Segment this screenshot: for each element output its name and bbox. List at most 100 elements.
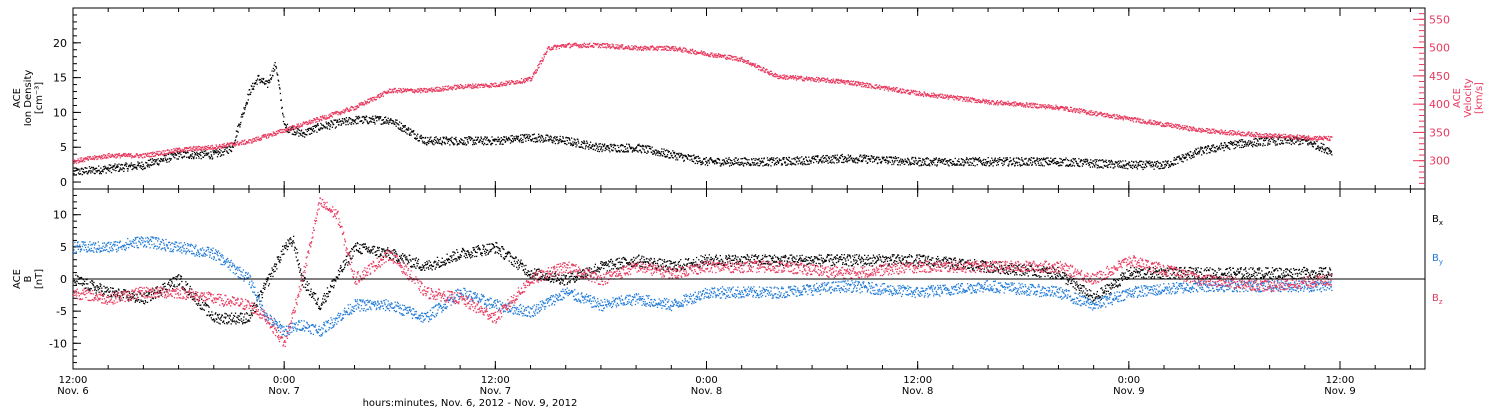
ion-density-series-point xyxy=(1297,140,1299,142)
ion-density-series-point xyxy=(535,140,538,143)
velocity-series-point xyxy=(642,46,644,48)
ion-density-series-point xyxy=(829,161,831,164)
ion-density-series-point xyxy=(456,141,458,143)
ion-density-series-point xyxy=(490,144,492,146)
ion-density-series-point xyxy=(952,160,955,163)
ion-density-series-point xyxy=(1146,161,1149,164)
ion-density-series-point xyxy=(1003,157,1005,159)
ion-density-series-point xyxy=(232,146,234,148)
ion-density-series-point xyxy=(990,163,992,166)
velocity-series-point xyxy=(672,47,674,49)
velocity-series-point xyxy=(276,132,278,134)
ion-density-series-point xyxy=(1145,160,1147,162)
velocity-series-point xyxy=(714,54,717,57)
ion-density-series-point xyxy=(1139,160,1141,162)
ion-density-series-point xyxy=(382,123,384,125)
ion-density-series-point xyxy=(482,139,484,141)
ion-density-series-point xyxy=(256,80,258,82)
ion-density-series-point xyxy=(756,163,758,165)
velocity-series-point xyxy=(105,157,107,159)
ion-density-series-point xyxy=(661,148,663,150)
velocity-series-point xyxy=(562,44,564,47)
ion-density-series-point xyxy=(1224,146,1227,149)
ion-density-series-point xyxy=(845,160,847,162)
velocity-series-point xyxy=(98,155,100,158)
ion-density-series-point xyxy=(619,151,621,153)
ion-density-series-point xyxy=(357,122,359,124)
ion-density-series-point xyxy=(215,150,217,153)
ion-density-series-point xyxy=(527,135,529,137)
ion-density-series-point xyxy=(603,144,605,146)
ion-density-series-point xyxy=(451,136,453,138)
velocity-series-point xyxy=(176,149,178,152)
ion-density-series-point xyxy=(607,146,609,148)
velocity-series-point xyxy=(263,136,266,138)
ion-density-series-point xyxy=(129,164,131,166)
ion-density-series-point xyxy=(1057,162,1059,164)
velocity-series-point xyxy=(757,65,759,68)
ion-density-series-point xyxy=(330,120,332,122)
ion-density-series-point xyxy=(157,163,159,165)
velocity-series-point xyxy=(710,53,712,56)
velocity-series-point xyxy=(121,155,124,157)
ion-density-series-point xyxy=(272,75,274,77)
ion-density-series-point xyxy=(984,159,987,161)
ion-density-series-point xyxy=(834,157,837,160)
ion-density-series-point xyxy=(1050,161,1053,163)
ion-density-series-point xyxy=(315,124,317,127)
velocity-series-point xyxy=(820,79,822,81)
velocity-series-point xyxy=(279,129,281,131)
velocity-series-point xyxy=(604,43,606,45)
velocity-series-point xyxy=(205,148,207,150)
velocity-series-point xyxy=(117,153,120,155)
velocity-series-point xyxy=(789,75,791,77)
velocity-series-point xyxy=(420,89,422,91)
velocity-series-point xyxy=(828,81,830,84)
ion-density-series-point xyxy=(200,154,202,157)
ion-density-series-point xyxy=(873,155,875,158)
ion-density-series-point xyxy=(484,136,487,138)
velocity-series-point xyxy=(157,154,160,157)
ion-density-series-point xyxy=(810,160,813,162)
velocity-series-point xyxy=(843,80,846,82)
ion-density-series-point xyxy=(571,137,573,139)
ion-density-series-point xyxy=(993,161,995,164)
ion-density-series-point xyxy=(774,162,776,165)
ion-density-series-point xyxy=(1267,142,1269,144)
ion-density-series-point xyxy=(960,163,962,165)
ion-density-series-point xyxy=(753,162,755,164)
velocity-series-point xyxy=(364,102,366,105)
velocity-series-point xyxy=(649,45,652,48)
ion-density-series-point xyxy=(1162,167,1165,169)
ion-density-series-point xyxy=(1122,164,1124,166)
ion-density-series-point xyxy=(758,164,761,167)
ion-density-series-point xyxy=(850,158,852,160)
velocity-series-point xyxy=(414,89,417,91)
ion-density-series-point xyxy=(355,123,358,125)
ion-density-series-point xyxy=(113,166,115,168)
ion-density-series-point xyxy=(87,173,89,175)
velocity-series-point xyxy=(672,46,674,48)
velocity-series-point xyxy=(322,115,324,117)
ion-density-series-point xyxy=(772,157,775,159)
ion-density-series-point xyxy=(1120,166,1122,169)
ion-density-series-point xyxy=(336,121,338,124)
ion-density-series-point xyxy=(1175,158,1178,161)
ion-density-series-point xyxy=(1188,154,1190,157)
velocity-series-point xyxy=(494,85,496,88)
velocity-series-point xyxy=(558,47,560,50)
velocity-series-point xyxy=(592,44,594,47)
ion-density-series-point xyxy=(701,160,703,162)
velocity-tick-label: 300 xyxy=(1429,155,1450,168)
ion-density-series-point xyxy=(1163,167,1165,169)
ion-density-series-point xyxy=(758,157,760,160)
ion-density-series-point xyxy=(1045,161,1047,163)
ion-density-series-point xyxy=(807,163,809,165)
ion-density-series-point xyxy=(499,143,501,145)
ion-density-series-point xyxy=(316,124,319,126)
ion-density-series-point xyxy=(1082,162,1084,165)
velocity-series-point xyxy=(340,111,342,113)
ion-density-series-point xyxy=(273,70,275,72)
ion-density-series-point xyxy=(395,119,397,121)
ion-density-series-point xyxy=(957,160,960,163)
